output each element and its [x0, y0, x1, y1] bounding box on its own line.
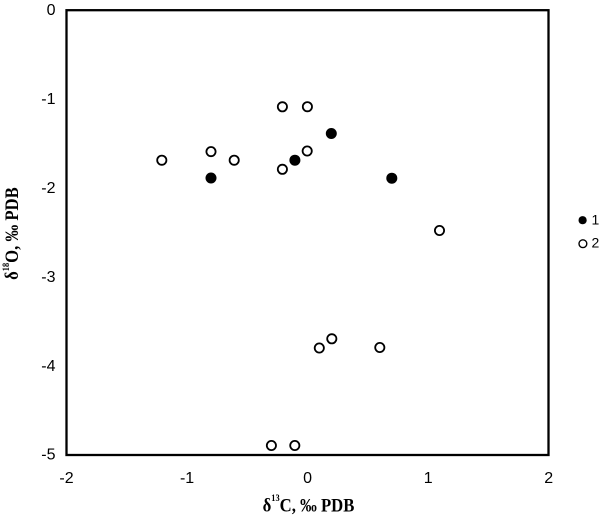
svg-text:1: 1 [592, 211, 600, 227]
svg-text:0: 0 [303, 470, 312, 487]
svg-text:-2: -2 [59, 470, 73, 487]
svg-text:-1: -1 [41, 91, 55, 108]
svg-text:2: 2 [592, 235, 600, 251]
svg-text:-4: -4 [41, 358, 55, 375]
svg-text:-5: -5 [41, 447, 55, 464]
svg-text:δ18O, ‰ PDB: δ18O, ‰ PDB [0, 187, 22, 280]
svg-text:-1: -1 [180, 470, 194, 487]
svg-text:2: 2 [544, 470, 553, 487]
svg-text:-3: -3 [41, 269, 55, 286]
svg-text:-2: -2 [41, 180, 55, 197]
svg-text:δ13C, ‰ PDB: δ13C, ‰ PDB [263, 493, 355, 516]
svg-text:0: 0 [47, 2, 56, 19]
svg-text:1: 1 [424, 470, 433, 487]
